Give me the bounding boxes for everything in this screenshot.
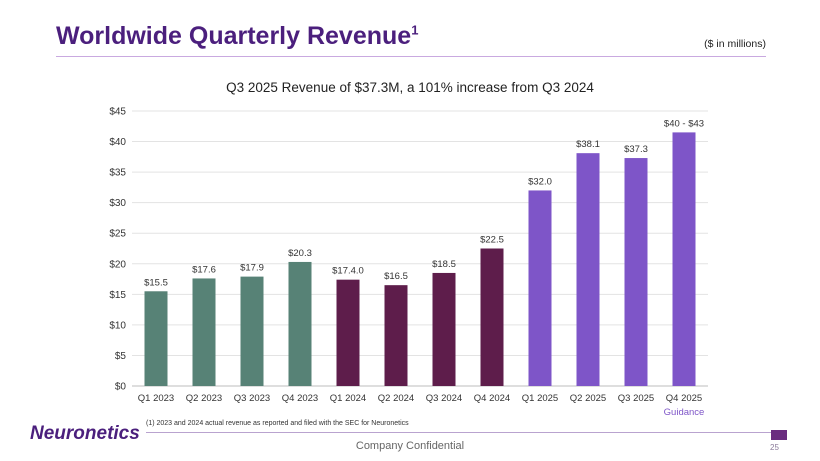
data-label: $17.4.0 [332,266,364,277]
y-tick-label: $40 [109,137,126,148]
title-footnote-marker: 1 [411,22,419,38]
page-title: Worldwide Quarterly Revenue1 [56,22,418,51]
x-tick-label: Q2 2024 [378,393,414,404]
data-label: $17.9 [240,263,264,274]
data-label: $18.5 [432,259,456,270]
footer-divider [146,432,786,433]
data-label: $37.3 [624,144,648,155]
y-tick-label: $45 [109,107,126,118]
data-label: $15.5 [144,277,168,288]
y-tick-label: $30 [109,198,126,209]
bar [384,285,408,386]
title-text: Worldwide Quarterly Revenue [56,22,412,50]
y-tick-label: $10 [109,320,126,331]
y-tick-label: $25 [109,229,126,240]
data-label: $32.0 [528,176,552,187]
x-tick-label: Q4 2024 [474,393,510,404]
data-label: $17.6 [192,264,216,275]
y-tick-label: $35 [109,168,126,179]
bar [240,276,264,386]
footnote: (1) 2023 and 2024 actual revenue as repo… [146,420,409,427]
data-label: $22.5 [480,235,504,246]
data-label: $20.3 [288,248,312,259]
x-tick-label: Q2 2025 [570,393,606,404]
bar [336,279,360,386]
guidance-label: Guidance [664,407,705,418]
bar [480,248,504,386]
y-tick-label: $0 [115,382,127,393]
bar [288,261,312,386]
bar [528,190,552,386]
x-tick-label: Q3 2025 [618,393,654,404]
chart-title: Q3 2025 Revenue of $37.3M, a 101% increa… [226,80,594,95]
x-tick-label: Q3 2024 [426,393,462,404]
x-tick-label: Q1 2025 [522,393,558,404]
data-label: $38.1 [576,139,600,150]
page-number: 25 [770,443,779,452]
data-label: $40 - $43 [664,118,704,129]
x-tick-label: Q1 2024 [330,393,366,404]
units-note: ($ in millions) [704,38,766,50]
bar [192,278,216,386]
x-tick-label: Q4 2023 [282,393,318,404]
bar [144,291,168,386]
title-divider [56,56,766,57]
data-label: $16.5 [384,271,408,282]
bar [432,272,456,386]
x-tick-label: Q4 2025 [666,393,702,404]
y-tick-label: $15 [109,290,126,301]
x-tick-label: Q2 2023 [186,393,222,404]
x-tick-label: Q1 2023 [138,393,174,404]
confidential-label: Company Confidential [355,440,465,452]
y-tick-label: $5 [115,351,127,362]
bar [624,158,648,386]
bar [672,132,696,386]
y-tick-label: $20 [109,259,126,270]
x-tick-label: Q3 2023 [234,393,270,404]
company-logo: Neuronetics [30,423,140,444]
bar [576,153,600,386]
page-marker [771,430,787,440]
